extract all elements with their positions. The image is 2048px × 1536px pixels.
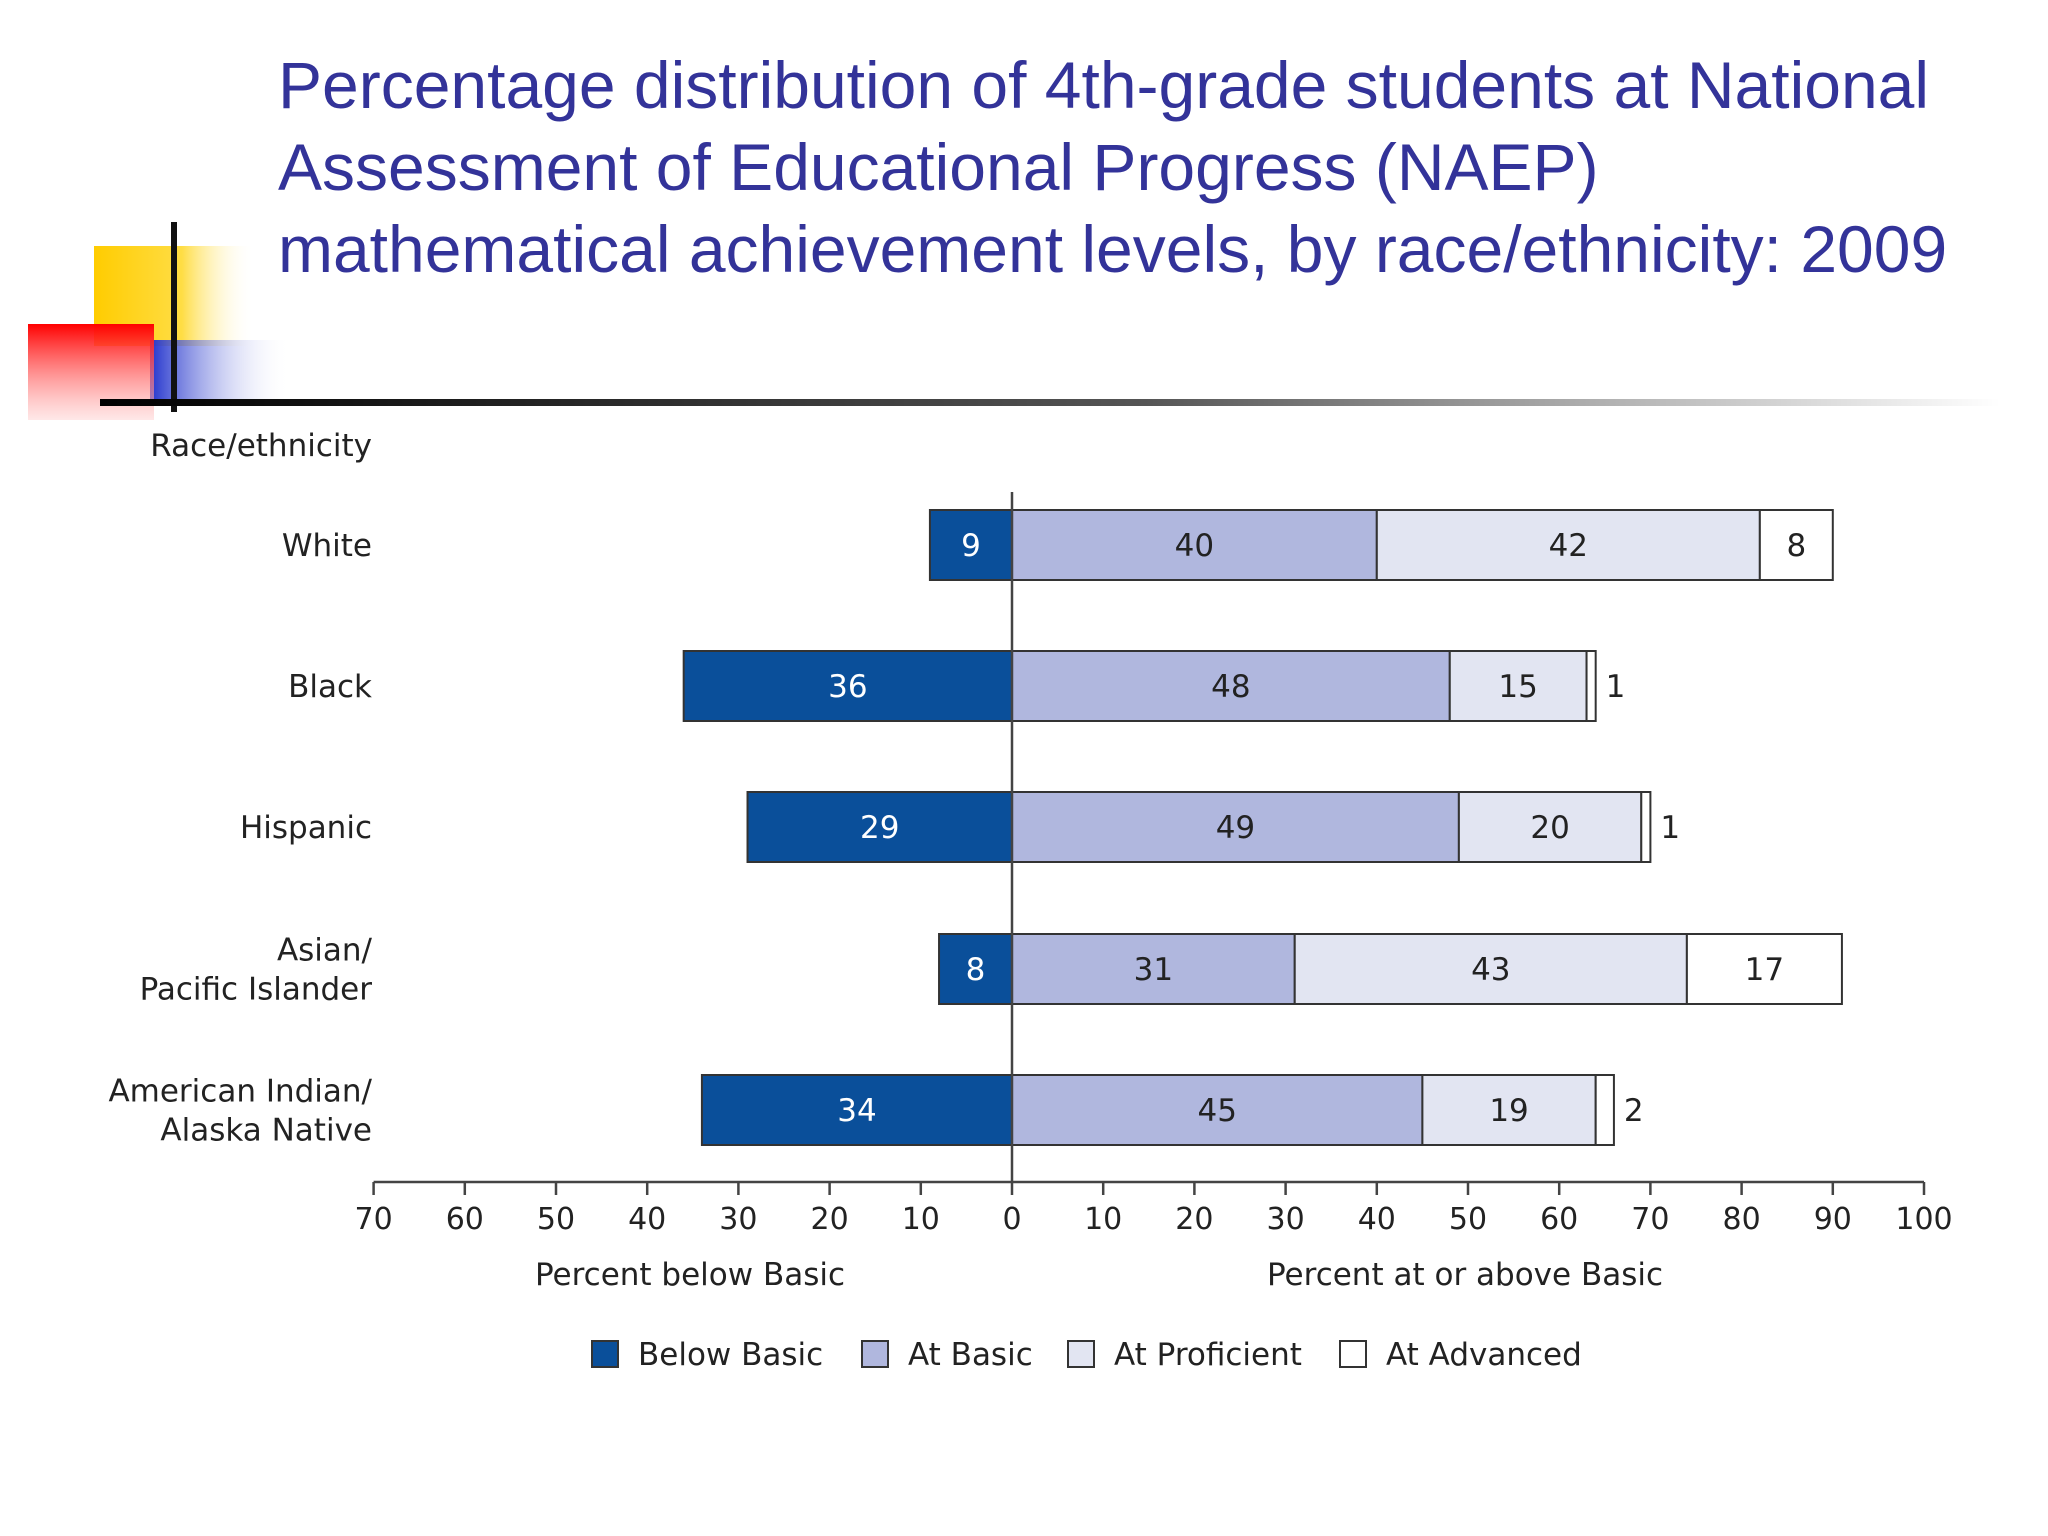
x-tick-label: 100 [1895,1202,1952,1237]
x-tick-label: 50 [1449,1202,1487,1237]
x-tick-label: 20 [811,1202,849,1237]
bar-at-advanced [1585,650,1597,722]
bar-at-proficient [1293,933,1688,1005]
data-label-at-advanced: 8 [1786,528,1806,564]
bar-at-proficient [1421,1074,1597,1146]
category-label: White [282,528,372,564]
data-label-below-basic: 36 [828,669,867,705]
data-label-at-proficient: 15 [1498,669,1537,705]
bar-at-proficient [1457,791,1643,863]
data-label-at-advanced: 17 [1745,952,1784,988]
data-label-below-basic: 34 [837,1093,876,1129]
legend-swatch-at-advanced [1339,1340,1367,1368]
category-label: Pacific Islander [140,972,373,1008]
category-label: American Indian/ [108,1074,372,1110]
legend-label-below-basic: Below Basic [638,1337,823,1373]
x-tick-label: 40 [628,1202,666,1237]
data-label-at-advanced: 1 [1606,669,1626,705]
data-label-at-proficient: 20 [1530,810,1569,846]
deco-vertical-line [171,222,177,412]
x-axis-label-right: Percent at or above Basic [1267,1257,1663,1293]
data-label-at-proficient: 19 [1489,1093,1528,1129]
legend-label-at-basic: At Basic [908,1337,1033,1373]
bar-at-proficient [1448,650,1588,722]
data-label-at-basic: 49 [1216,810,1255,846]
x-tick-label: 60 [1540,1202,1578,1237]
bar-at-advanced [1594,1074,1615,1146]
bar-at-advanced [1758,509,1834,581]
data-label-at-basic: 48 [1211,669,1250,705]
bar-at-basic [1011,650,1451,722]
x-tick-label: 70 [355,1202,393,1237]
bar-at-advanced [1640,791,1652,863]
legend-label-at-advanced: At Advanced [1386,1337,1582,1373]
x-tick-label: 40 [1358,1202,1396,1237]
legend-swatch-at-basic [861,1340,889,1368]
x-tick-label: 20 [1175,1202,1213,1237]
data-label-below-basic: 29 [860,810,899,846]
category-label: Hispanic [240,810,372,846]
data-label-below-basic: 8 [966,952,986,988]
bar-at-advanced [1685,933,1843,1005]
x-tick-label: 70 [1631,1202,1669,1237]
x-tick-label: 90 [1814,1202,1852,1237]
bar-below-basic [700,1074,1013,1146]
x-tick-label: 30 [719,1202,757,1237]
category-label: Asian/ [277,933,373,969]
title-underline [100,399,2000,406]
bar-at-basic [1011,933,1296,1005]
x-tick-label: 30 [1267,1202,1305,1237]
x-axis-label-left: Percent below Basic [535,1257,845,1293]
data-label-at-basic: 31 [1134,952,1173,988]
x-tick-label: 0 [1002,1202,1021,1237]
x-tick-label: 50 [537,1202,575,1237]
bar-below-basic [938,933,1013,1005]
data-label-below-basic: 9 [961,528,981,564]
x-tick-label: 60 [446,1202,484,1237]
data-label-at-proficient: 43 [1471,952,1510,988]
bar-below-basic [682,650,1013,722]
data-label-at-advanced: 2 [1624,1093,1644,1129]
category-label: Alaska Native [160,1113,372,1149]
category-label: Black [288,669,372,705]
bar-at-proficient [1375,509,1761,581]
data-label-at-proficient: 42 [1549,528,1588,564]
legend-label-at-proficient: At Proficient [1114,1337,1302,1373]
slide-title: Percentage distribution of 4th-grade stu… [278,48,1948,286]
bar-below-basic [746,791,1014,863]
category-axis-label: Race/ethnicity [150,428,372,464]
data-label-at-basic: 45 [1197,1093,1236,1129]
x-tick-label: 10 [1084,1202,1122,1237]
x-tick-label: 80 [1723,1202,1761,1237]
bar-below-basic [928,509,1013,581]
legend-swatch-at-proficient [1067,1340,1095,1368]
data-label-at-basic: 40 [1175,528,1214,564]
title-decoration [28,222,2000,420]
legend-swatch-below-basic [591,1340,619,1368]
data-label-at-advanced: 1 [1660,810,1680,846]
bar-at-basic [1011,1074,1424,1146]
bar-at-basic [1011,791,1460,863]
x-tick-label: 10 [902,1202,940,1237]
